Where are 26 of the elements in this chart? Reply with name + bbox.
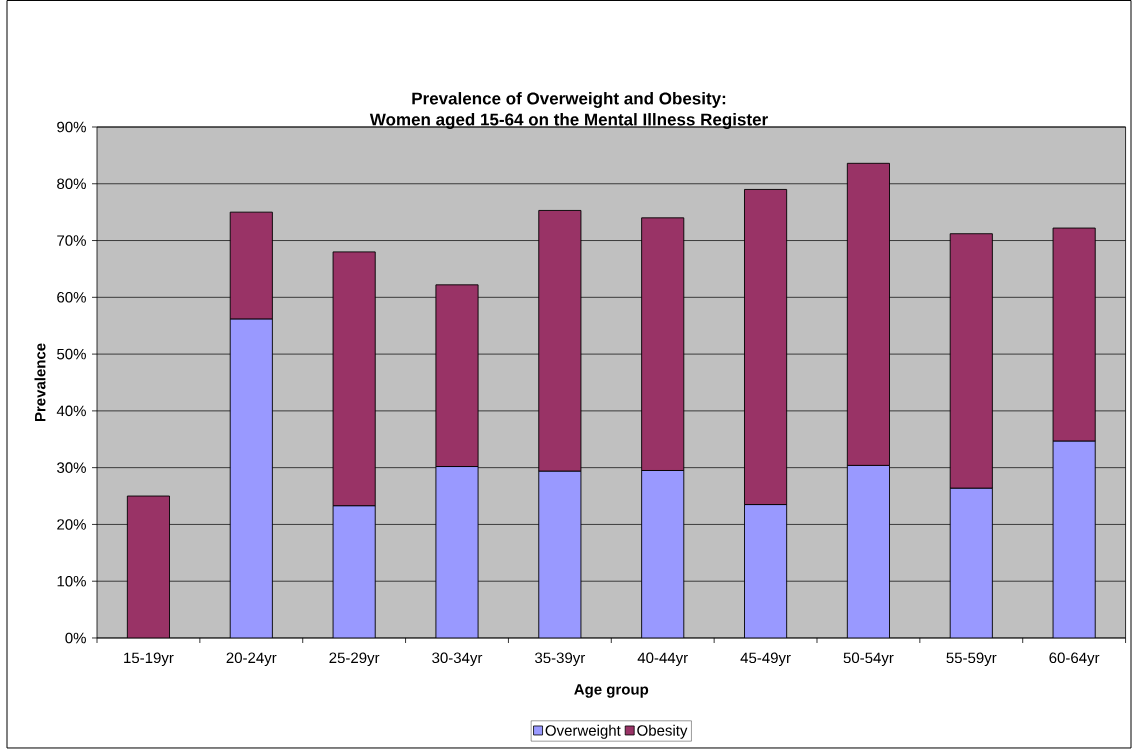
x-tick-label: 40-44yr bbox=[637, 652, 688, 667]
x-tick-label: 45-49yr bbox=[740, 652, 791, 667]
chart-subtitle: Women aged 15-64 on the Mental Illness Register bbox=[369, 113, 768, 129]
y-tick-label: 90% bbox=[57, 121, 86, 133]
legend-label: Obesity bbox=[637, 724, 688, 739]
y-tick-label: 0% bbox=[65, 632, 86, 644]
x-tick-label: 15-19yr bbox=[124, 652, 174, 667]
y-tick-label: 30% bbox=[57, 462, 86, 473]
x-tick-label: 55-59yr bbox=[946, 652, 997, 667]
x-tick-label: 50-54yr bbox=[843, 652, 894, 667]
y-axis-title: Prevalence bbox=[34, 343, 46, 422]
y-tick-label: 70% bbox=[57, 235, 86, 246]
y-tick-label: 10% bbox=[57, 575, 86, 587]
x-axis-title: Age group bbox=[574, 684, 649, 698]
x-tick-label: 20-24yr bbox=[226, 652, 277, 667]
y-tick-label: 50% bbox=[57, 348, 86, 360]
x-tick-label: 35-39yr bbox=[535, 652, 586, 667]
x-tick-label: 30-34yr bbox=[432, 652, 483, 667]
y-tick-label: 80% bbox=[57, 178, 86, 190]
y-tick-label: 20% bbox=[57, 519, 86, 530]
x-tick-label: 60-64yr bbox=[1049, 652, 1100, 667]
legend-label: Overweight bbox=[545, 724, 621, 739]
x-tick-label: 25-29yr bbox=[329, 652, 380, 667]
y-tick-label: 40% bbox=[56, 405, 86, 417]
y-tick-label: 60% bbox=[57, 292, 86, 303]
chart-title: Prevalence of Overweight and Obesity: bbox=[412, 92, 726, 108]
